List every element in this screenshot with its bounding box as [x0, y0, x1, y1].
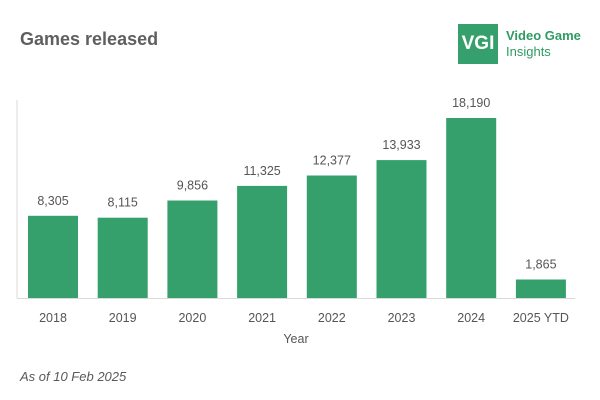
x-tick-label: 2025 YTD	[513, 311, 569, 325]
bar-value-label: 11,325	[243, 164, 280, 178]
bars-group: 8,305 2018 8,115 2019 9,856 2020 11,325 2021 12,…	[28, 96, 569, 325]
x-tick-label: 2021	[248, 311, 276, 325]
bar-2020	[167, 200, 218, 298]
bar-2022	[306, 175, 357, 298]
bar-value-label: 1,865	[525, 258, 556, 272]
x-tick-label: 2018	[39, 311, 67, 325]
bar-2024	[446, 118, 497, 298]
bar-value-label: 18,190	[452, 96, 490, 110]
footnote: As of 10 Feb 2025	[20, 369, 127, 384]
vgi-logo: VGI	[458, 24, 498, 64]
chart-title: Games released	[20, 29, 159, 49]
brand-name-line2: Insights	[506, 44, 551, 59]
bar-2021	[237, 185, 288, 298]
x-tick-label: 2024	[457, 311, 485, 325]
bar-value-label: 8,115	[108, 196, 138, 210]
bar-2025-ytd	[515, 279, 566, 298]
x-tick-label: 2022	[318, 311, 346, 325]
bar-value-label: 9,856	[177, 179, 208, 193]
bar-value-label: 13,933	[382, 138, 420, 152]
x-tick-label: 2023	[388, 311, 416, 325]
brand-text: Video Game Insights	[506, 28, 581, 60]
x-axis-title: Year	[283, 332, 308, 346]
bar-2018	[28, 215, 78, 298]
brand-block: VGI Video Game Insights	[458, 24, 581, 64]
x-tick-label: 2019	[109, 311, 137, 325]
bar-value-label: 8,305	[37, 194, 68, 208]
brand-name-line1: Video Game	[506, 28, 581, 43]
x-tick-label: 2020	[178, 311, 206, 325]
bar-value-label: 12,377	[313, 154, 351, 168]
bar-2019	[97, 217, 148, 298]
bar-2023	[376, 160, 427, 298]
